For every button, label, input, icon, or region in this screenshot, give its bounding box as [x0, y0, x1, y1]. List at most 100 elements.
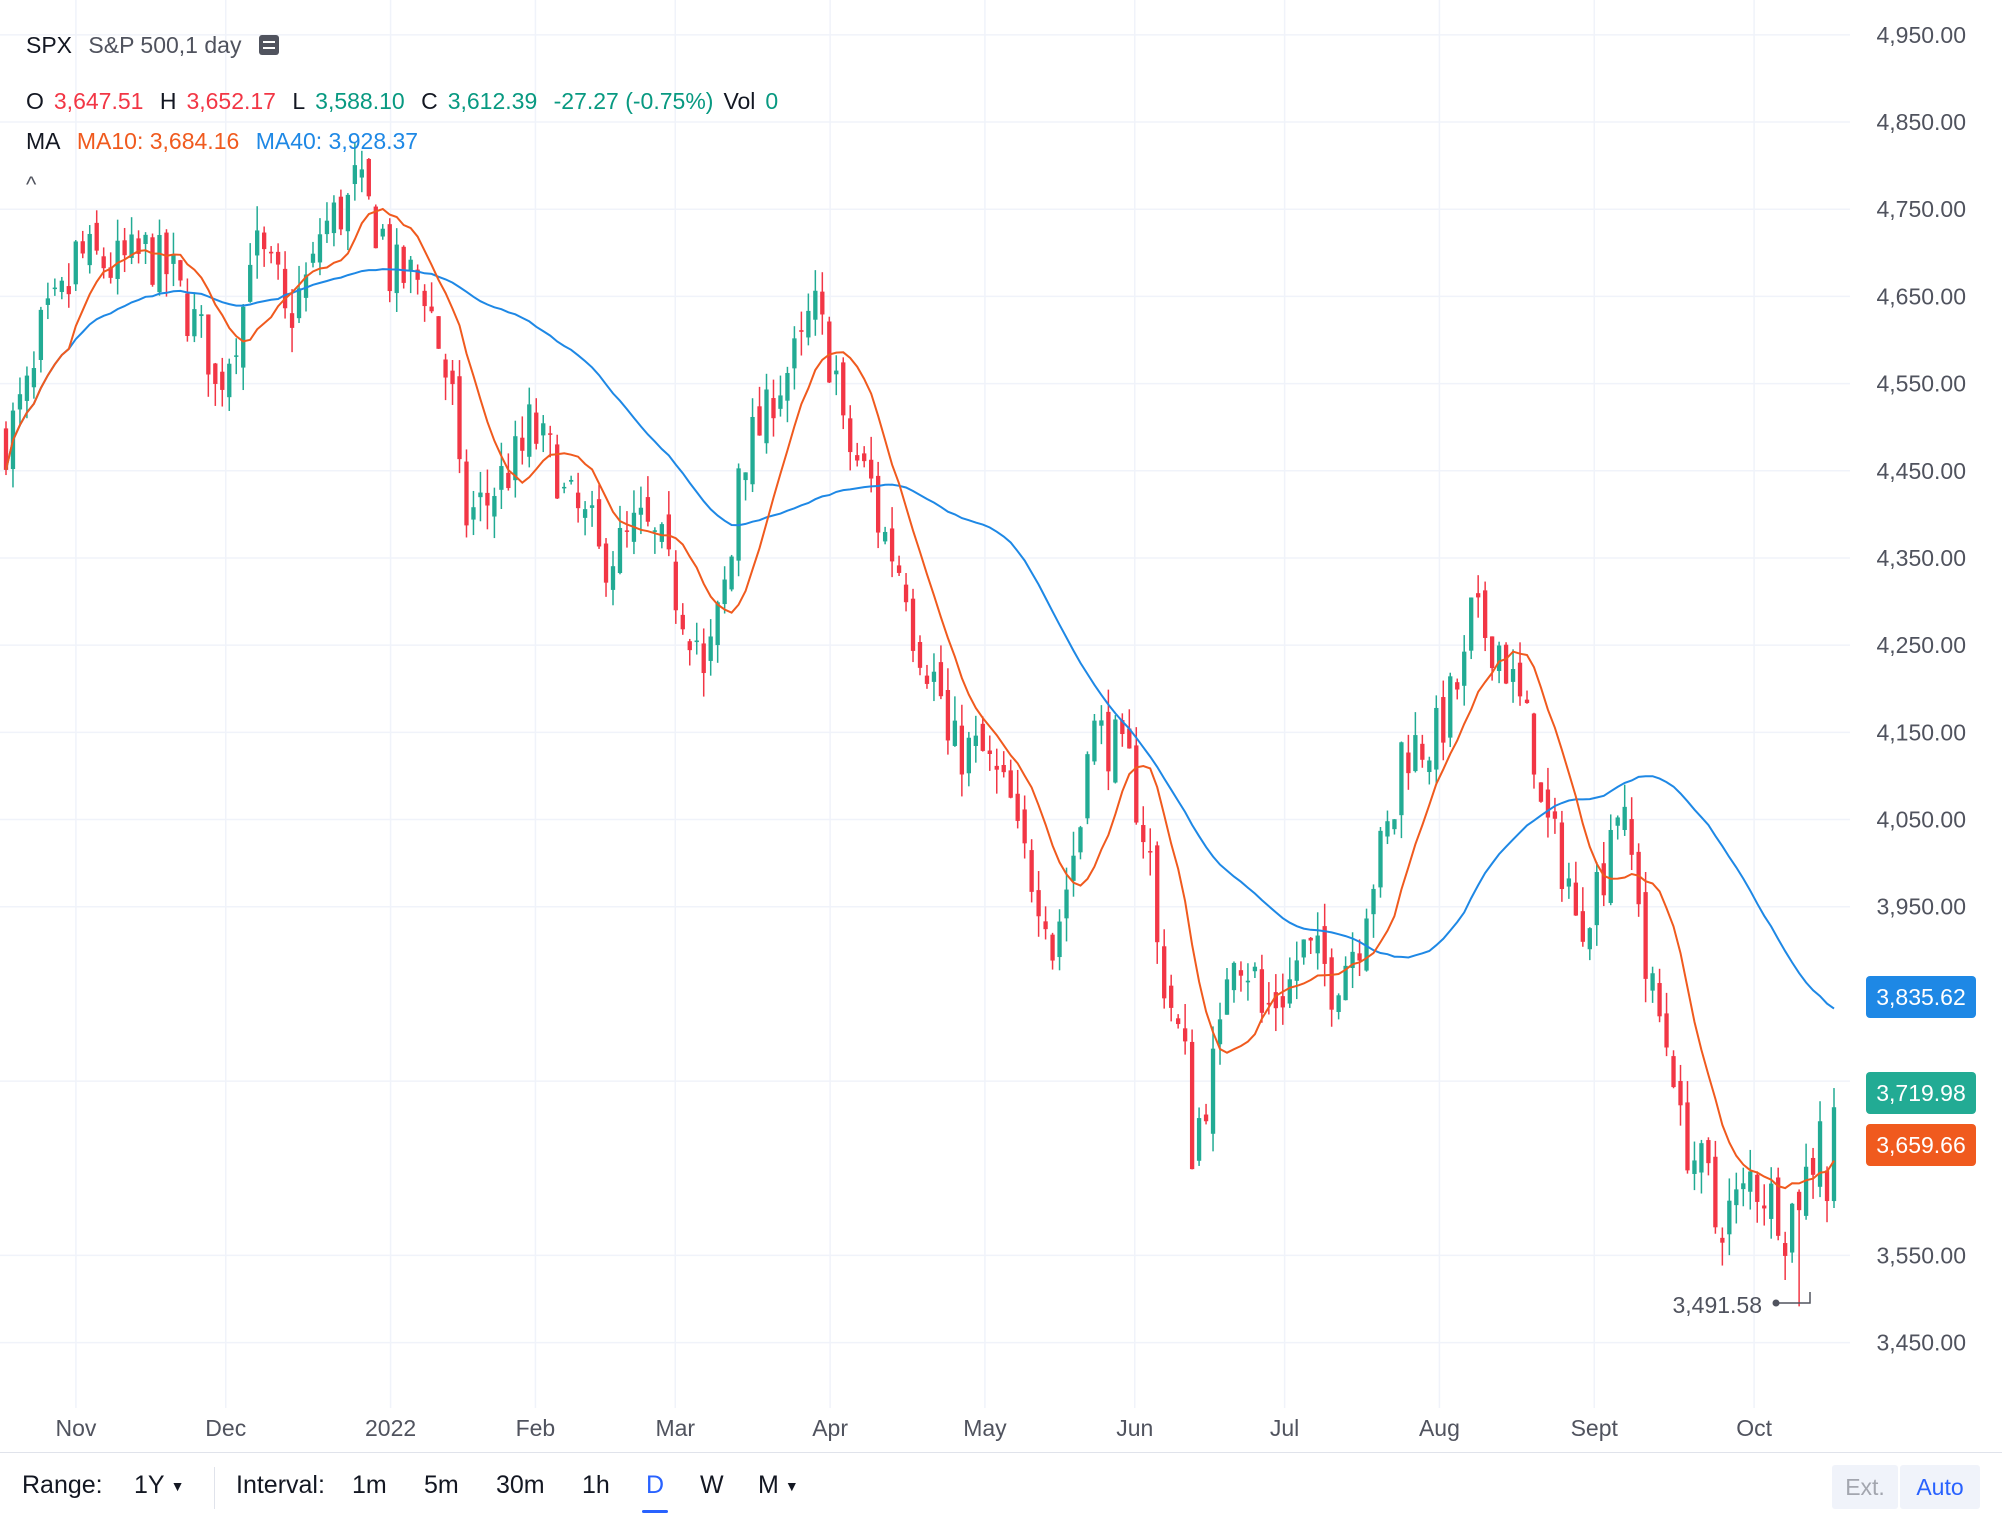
candle-body [1615, 817, 1620, 826]
y-tick-label: 4,050.00 [1876, 807, 1966, 833]
candle-body [387, 224, 392, 292]
candle-body [1755, 1174, 1760, 1202]
range-select[interactable]: 1Y ▼ [134, 1453, 184, 1523]
candle-body [1210, 1048, 1216, 1134]
candle-body [1259, 969, 1265, 1013]
ext-hours-toggle[interactable]: Ext. [1832, 1465, 1898, 1509]
candle-body [52, 287, 57, 290]
candle-body [1378, 830, 1383, 888]
candle-body [617, 527, 623, 574]
candle-body [1127, 728, 1132, 749]
candle-body [1322, 926, 1327, 964]
candle-body [17, 394, 23, 410]
chart-area[interactable]: 4,950.00 4,850.00 4,750.00 4,650.00 4,550.00… [0, 0, 2002, 1450]
candle-body [1057, 921, 1062, 958]
candle-body [1496, 645, 1502, 672]
candle-body [1238, 970, 1244, 976]
candle-body [687, 641, 692, 651]
period-low-leader [1778, 1292, 1811, 1304]
candle-body [1350, 951, 1355, 969]
candle-body [757, 406, 762, 436]
price-chart[interactable]: 4,950.00 4,850.00 4,750.00 4,650.00 4,550.00… [0, 0, 2002, 1450]
candle-body [248, 264, 253, 302]
candle-body [1657, 983, 1662, 1017]
candle-body [1099, 720, 1104, 726]
candle-body [422, 290, 427, 307]
candle-body [1029, 850, 1034, 892]
candle-body [87, 233, 92, 266]
candle-body [1531, 713, 1537, 775]
candle-body [1113, 719, 1118, 783]
y-tick-label: 4,950.00 [1876, 22, 1966, 48]
candle-body [1343, 965, 1348, 1001]
candle-body [1175, 1018, 1181, 1025]
candle-body [1043, 921, 1048, 930]
candle-body [1001, 764, 1006, 773]
candle-body [1699, 1143, 1704, 1173]
candle-body [1524, 699, 1530, 704]
candle-body [192, 309, 197, 337]
candle-body [1817, 1121, 1823, 1187]
candle-body [1294, 960, 1299, 981]
candle-body [673, 561, 678, 611]
candle-body [3, 428, 9, 470]
interval-1h[interactable]: 1h [582, 1471, 610, 1499]
candle-body [855, 455, 860, 461]
candle-body [1608, 829, 1613, 903]
candle-body [666, 514, 671, 550]
candle-body [1643, 892, 1648, 979]
time-axis[interactable]: Nov Dec 2022 Feb Mar Apr May Jun Jul Aug Sept Oct [55, 1415, 1772, 1441]
candle-body [1803, 1166, 1809, 1216]
menu-icon[interactable] [259, 35, 280, 55]
candle-body [359, 169, 364, 178]
candle-body [743, 472, 748, 481]
candle-body [122, 240, 127, 256]
interval-m-select[interactable]: M ▼ [758, 1453, 799, 1523]
interval-30m[interactable]: 30m [496, 1471, 545, 1499]
grid [0, 0, 1850, 1408]
range-label: Range: [22, 1471, 103, 1499]
candle-body [1664, 1013, 1669, 1048]
y-tick-label: 3,950.00 [1876, 894, 1966, 920]
candle-body [562, 486, 567, 489]
candle-body [1050, 934, 1055, 961]
ma-study-label[interactable]: MA [26, 128, 61, 154]
candle-body [1734, 1189, 1739, 1206]
candle-body [903, 584, 909, 603]
candle-body [1148, 851, 1153, 853]
candle-body [862, 453, 867, 462]
candle-body [1399, 742, 1404, 816]
candle-body [185, 293, 190, 336]
candle-body [680, 614, 685, 630]
close-value: 3,612.39 [447, 88, 538, 114]
candle-body [1371, 888, 1376, 915]
candle-body [652, 530, 658, 532]
y-tick-label: 3,550.00 [1876, 1242, 1966, 1268]
x-tick-label: Dec [205, 1415, 246, 1441]
candle-body [1594, 872, 1599, 926]
candle-body [1420, 743, 1425, 760]
auto-scale-toggle[interactable]: Auto [1900, 1465, 1980, 1509]
symbol-label[interactable]: SPX [26, 32, 73, 58]
candle-body [310, 253, 316, 263]
x-tick-label: Mar [655, 1415, 695, 1441]
candle-body [1706, 1140, 1711, 1164]
candle-body [1510, 669, 1516, 682]
candle-body [59, 280, 64, 292]
candle-body [1762, 1205, 1767, 1209]
candle-body [1155, 845, 1160, 943]
interval-d[interactable]: D [641, 1453, 669, 1523]
interval-5m[interactable]: 5m [424, 1471, 459, 1499]
candle-body [589, 505, 595, 508]
candle-body [1287, 979, 1292, 1004]
candle-body [1789, 1203, 1795, 1253]
candle-body [1092, 720, 1097, 762]
x-tick-label: Apr [812, 1415, 848, 1441]
candle-body [1315, 935, 1320, 954]
high-key: H [159, 88, 177, 114]
collapse-legend-button[interactable]: ^ [26, 172, 46, 198]
candle-body [1141, 825, 1146, 843]
interval-1m[interactable]: 1m [352, 1471, 387, 1499]
candle-body [1671, 1056, 1676, 1088]
interval-w[interactable]: W [700, 1471, 724, 1499]
